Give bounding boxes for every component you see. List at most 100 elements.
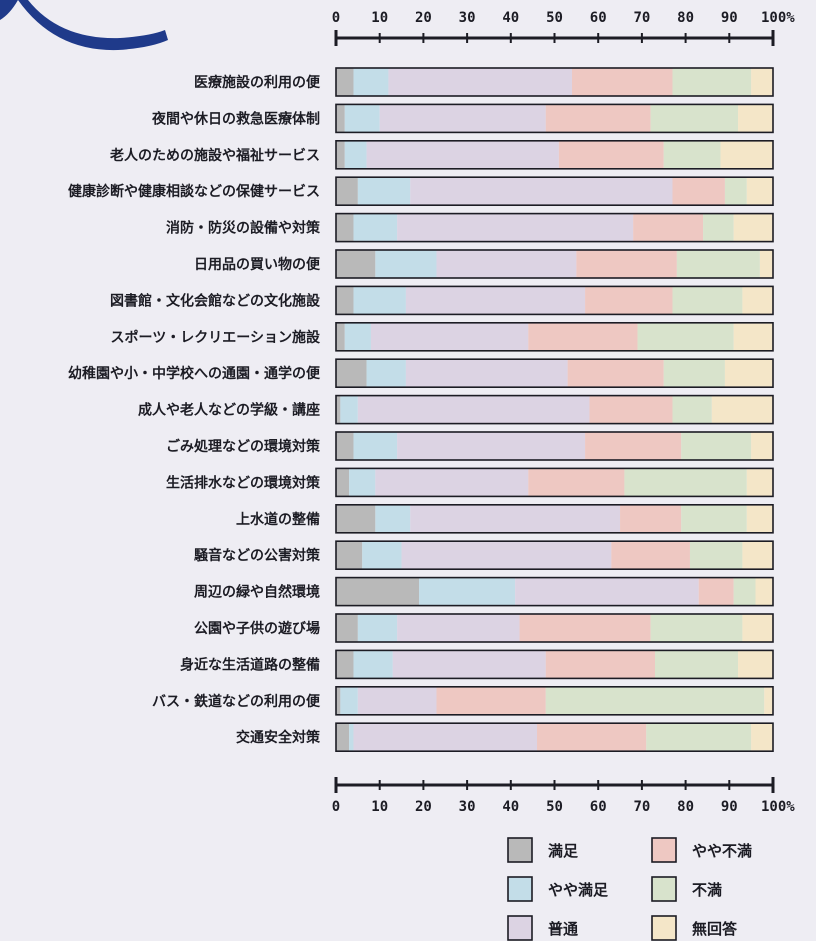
category-label: 上水道の整備	[236, 511, 320, 528]
category-label: ごみ処理などの環境対策	[166, 438, 321, 455]
bar-segment	[585, 286, 673, 315]
bar-segment	[759, 250, 773, 278]
category-label: 生活排水などの環境対策	[166, 474, 321, 491]
top-axis: 0 10 20 30 40 50 60 70 80 90 100%	[332, 10, 795, 46]
bar-segment	[344, 140, 367, 169]
bar-segment	[585, 432, 682, 460]
bar-segment	[663, 359, 725, 388]
bar-segment	[571, 68, 673, 96]
bar-outline	[335, 394, 774, 425]
bar-segment	[720, 140, 773, 169]
tick-label: 0	[332, 10, 340, 26]
bar-segment	[397, 432, 586, 460]
bar-segment	[724, 359, 773, 388]
bar-segment	[357, 395, 590, 424]
bar-segment	[742, 541, 773, 570]
bar-segment	[397, 614, 520, 642]
bar-segment	[755, 577, 773, 606]
bar-segment	[567, 359, 664, 388]
bar-outline	[335, 503, 774, 534]
bar-segment	[650, 104, 739, 133]
bar-segment	[410, 177, 673, 206]
bar-segment	[340, 395, 358, 424]
bar-segment	[336, 504, 376, 533]
bar-outline	[335, 358, 774, 389]
bar-segment	[392, 650, 546, 679]
bar-outline	[335, 613, 774, 643]
legend-label: 無回答	[692, 920, 738, 938]
bar-segment	[528, 322, 638, 351]
tick-label: 80	[677, 799, 694, 815]
category-label: スポーツ・レクリエーション施設	[111, 329, 321, 346]
bar-segment	[751, 723, 773, 752]
bar-segment	[711, 395, 773, 424]
category-label: 夜間や休日の救急医療体制	[151, 110, 320, 127]
tick-label: 90	[721, 799, 738, 815]
bar-segment	[764, 686, 773, 715]
bar-segment	[344, 104, 380, 133]
bar-segment	[655, 650, 739, 679]
bar-outline	[335, 249, 774, 279]
bar-segment	[344, 322, 371, 351]
category-label: 成人や老人などの学級・講座	[138, 402, 320, 419]
category-label: 日用品の買い物の便	[194, 256, 321, 273]
bar-segment	[336, 432, 354, 460]
legend-label: やや不満	[692, 842, 752, 860]
bar-segment	[637, 322, 734, 351]
bar-segment	[733, 322, 773, 351]
bar-segment	[336, 213, 354, 242]
bar-segment	[388, 68, 572, 96]
bar-segment	[746, 177, 773, 206]
bottom-axis: 0 10 20 30 40 50 60 70 80 90 100%	[332, 777, 795, 815]
bar-segment	[353, 650, 393, 679]
bar-segment	[366, 140, 559, 169]
bar-segment	[528, 468, 625, 497]
bar-segment	[746, 504, 773, 533]
bar-outline	[335, 285, 774, 316]
tick-label: 60	[590, 10, 607, 26]
bar-segment	[624, 468, 747, 497]
bar-segment	[336, 177, 358, 206]
bar-segment	[349, 723, 354, 752]
category-label: 身近な生活道路の整備	[180, 656, 320, 673]
bar-segment	[405, 359, 568, 388]
bar-segment	[650, 614, 743, 642]
legend-label: 満足	[548, 842, 579, 860]
category-label: 騒音などの公害対策	[194, 547, 321, 564]
legend-swatch	[651, 876, 677, 902]
tick-label: 20	[415, 799, 432, 815]
bar-segment	[353, 723, 538, 752]
tick-label: 50	[546, 799, 563, 815]
bar-outline	[335, 176, 774, 206]
bar-outline	[335, 540, 774, 571]
bar-outline	[335, 722, 774, 753]
legend-swatch	[507, 915, 533, 941]
bar-segment	[576, 250, 677, 278]
bar-segment	[353, 68, 389, 96]
tick-label: 40	[502, 799, 519, 815]
bar-segment	[336, 250, 376, 278]
bar-segment	[545, 650, 656, 679]
category-label: 消防・防災の設備や対策	[166, 220, 321, 237]
bar-segment	[353, 286, 406, 315]
tick-label: 0	[332, 799, 340, 815]
bar-segment	[742, 614, 773, 642]
bar-segment	[672, 395, 712, 424]
bar-segment	[724, 177, 747, 206]
bar-segment	[401, 541, 612, 570]
bar-segment	[436, 686, 546, 715]
legend-label: 不満	[692, 881, 722, 899]
bar-segment	[681, 504, 747, 533]
tick-label: 100%	[761, 799, 795, 815]
bar-segment	[746, 468, 773, 497]
category-label: 公園や子供の遊び場	[194, 620, 320, 637]
bar-segment	[397, 213, 634, 242]
tick-label: 10	[371, 10, 388, 26]
bar-segment	[336, 286, 354, 315]
bar-segment	[353, 432, 398, 460]
bar-segment	[676, 250, 760, 278]
category-label: 幼稚園や小・中学校への通園・通学の便	[68, 365, 321, 382]
bar-segment	[681, 432, 752, 460]
bar-segment	[336, 395, 341, 424]
